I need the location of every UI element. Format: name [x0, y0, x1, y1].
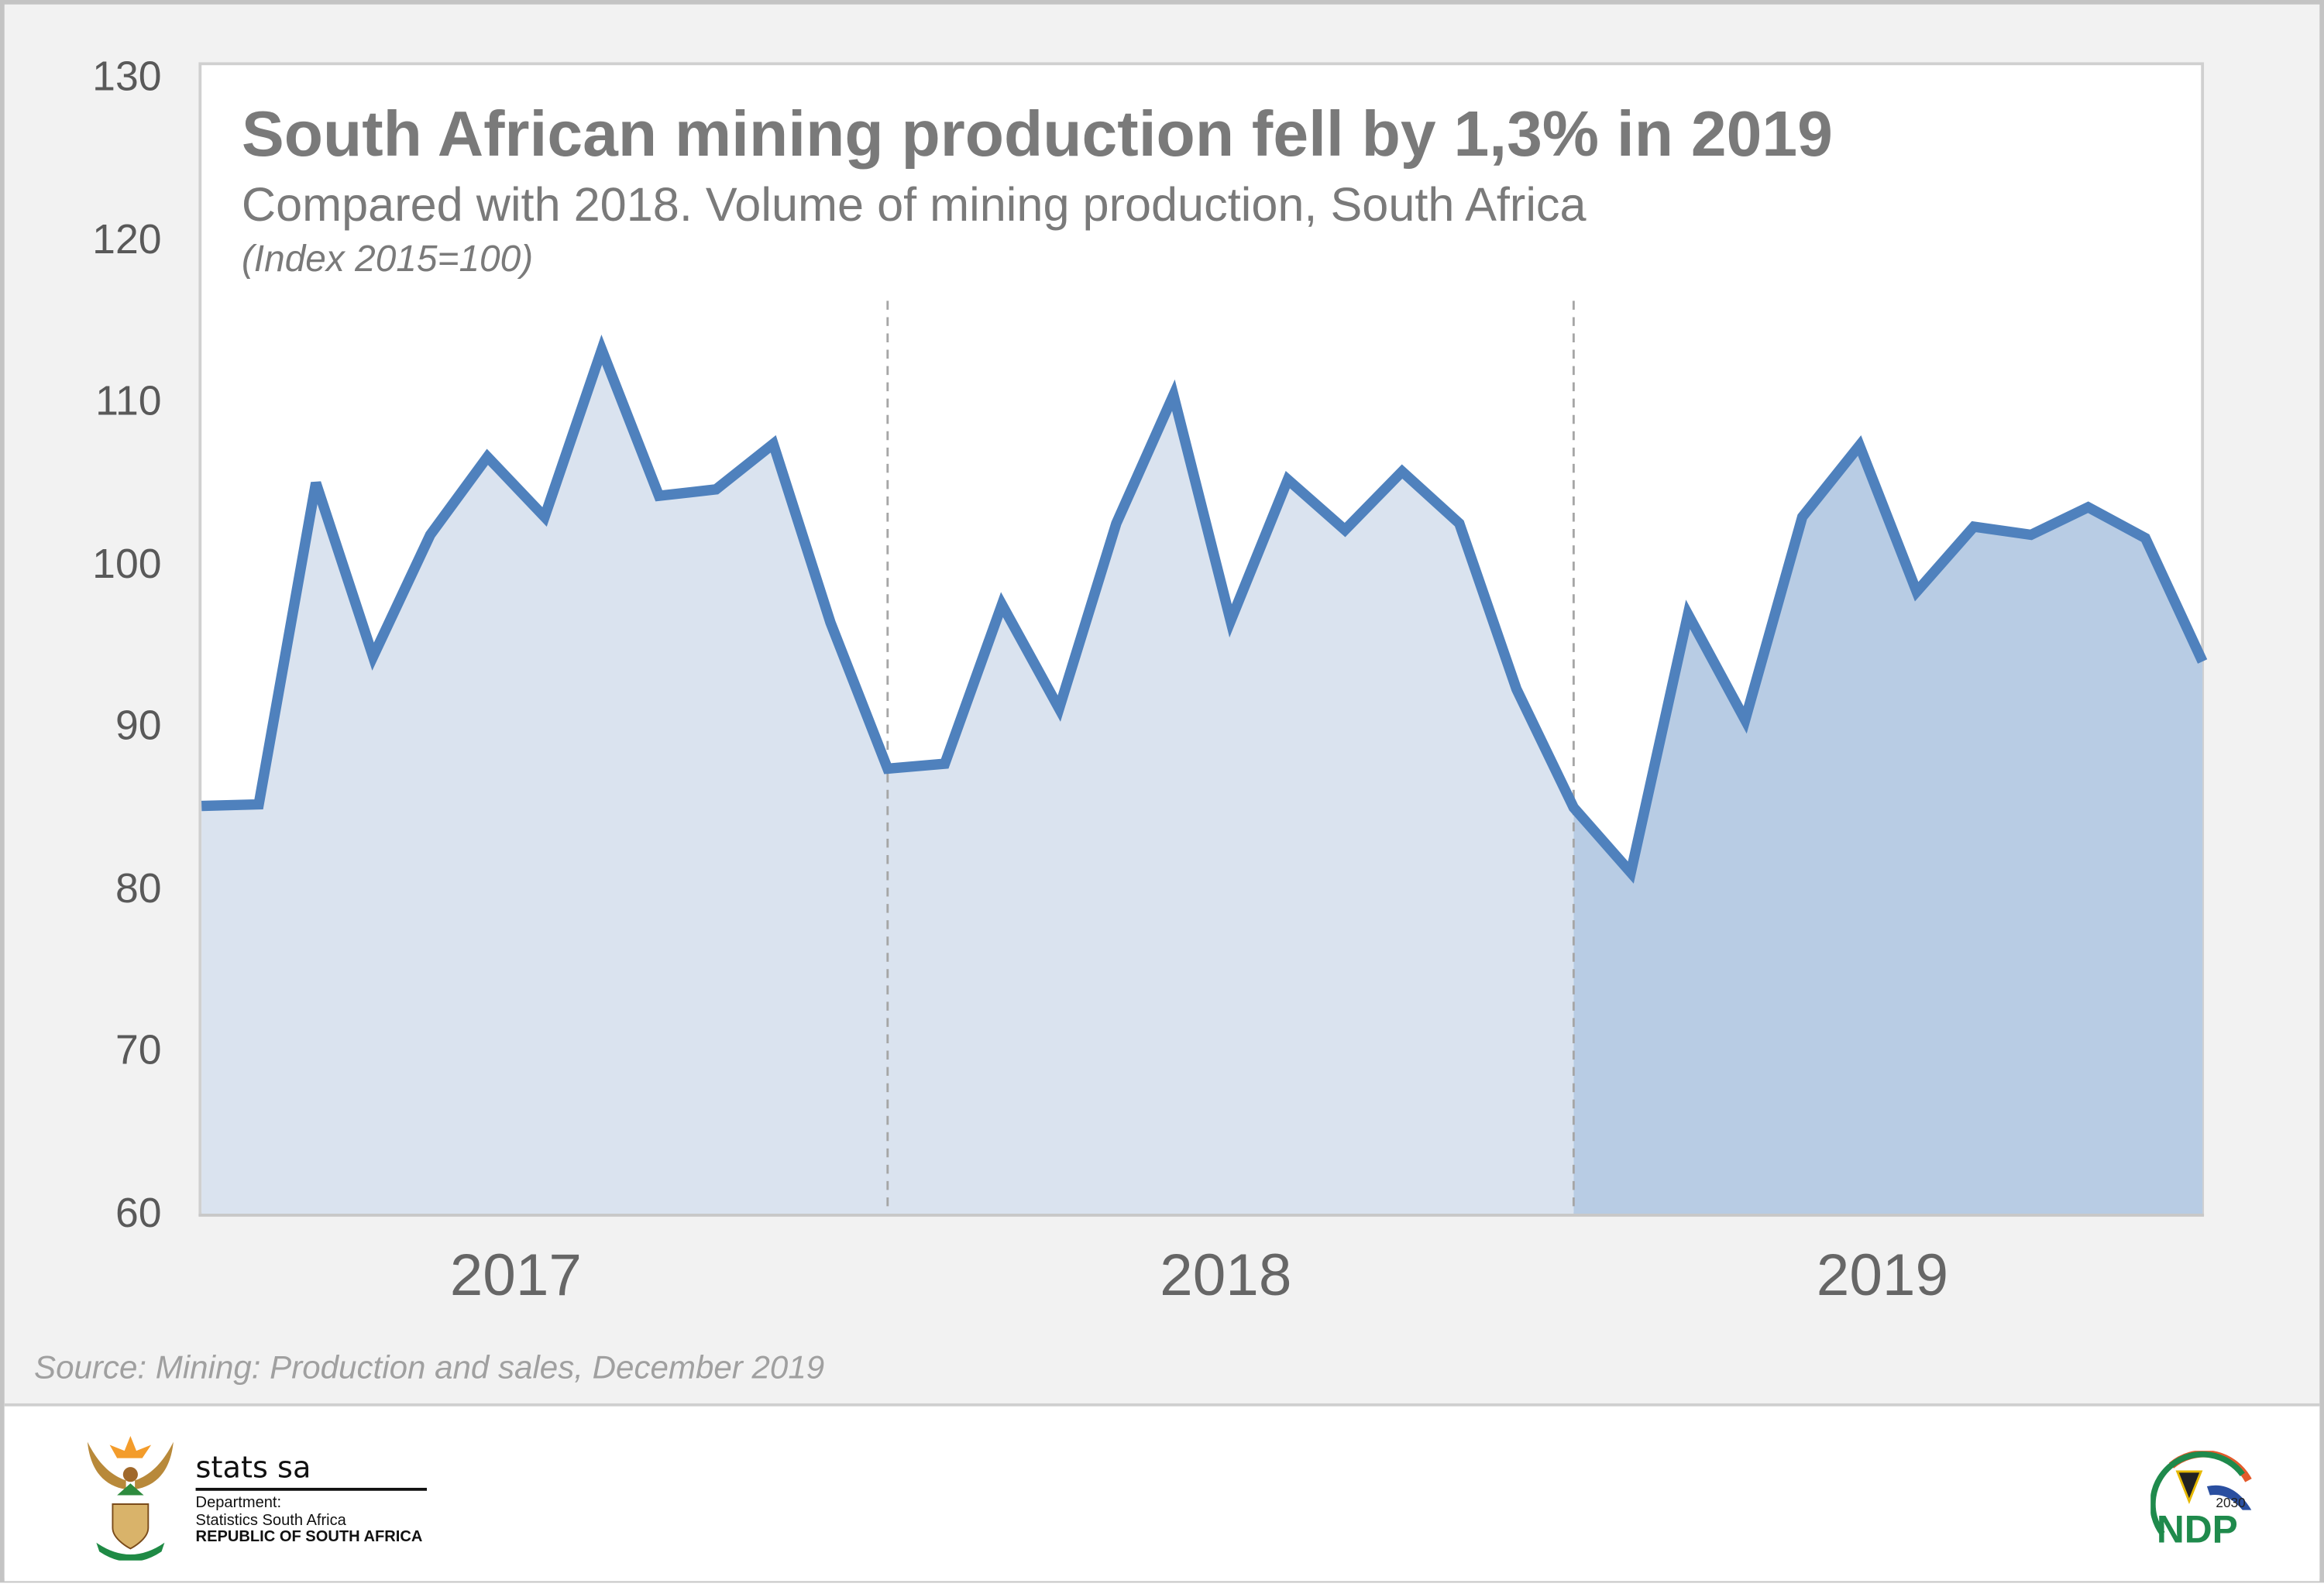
dept-line-2: Statistics South Africa — [196, 1513, 423, 1530]
dept-line-1: Department: — [196, 1496, 423, 1513]
x-year-label: 2017 — [450, 1243, 582, 1310]
area-2019 — [1573, 445, 2202, 1215]
y-tick-label: 90 — [64, 702, 161, 750]
y-tick-label: 120 — [64, 216, 161, 263]
y-tick-label: 110 — [64, 378, 161, 425]
y-tick-label: 100 — [64, 541, 161, 588]
brand-divider — [196, 1488, 427, 1491]
coat-of-arms-logo — [81, 1430, 179, 1560]
chart-note: (Index 2015=100) — [242, 239, 533, 281]
dept-line-3: REPUBLIC OF SOUTH AFRICA — [196, 1528, 423, 1546]
source-note: Source: Mining: Production and sales, De… — [34, 1348, 824, 1387]
ndp-2030-logo: 2030 NDP — [2150, 1451, 2257, 1548]
department-text: Department: Statistics South Africa REPU… — [196, 1496, 423, 1547]
footer — [5, 1403, 2320, 1582]
x-year-label: 2019 — [1817, 1243, 1948, 1310]
chart-subtitle: Compared with 2018. Volume of mining pro… — [242, 178, 1587, 233]
y-tick-label: 70 — [64, 1028, 161, 1075]
chart-title: South African mining production fell by … — [242, 99, 1833, 172]
svg-text:NDP: NDP — [2157, 1508, 2238, 1549]
y-tick-label: 130 — [64, 53, 161, 101]
stats-sa-brand: stats sa — [196, 1449, 311, 1485]
y-tick-label: 60 — [64, 1190, 161, 1237]
y-tick-label: 80 — [64, 865, 161, 912]
x-year-label: 2018 — [1160, 1243, 1291, 1310]
